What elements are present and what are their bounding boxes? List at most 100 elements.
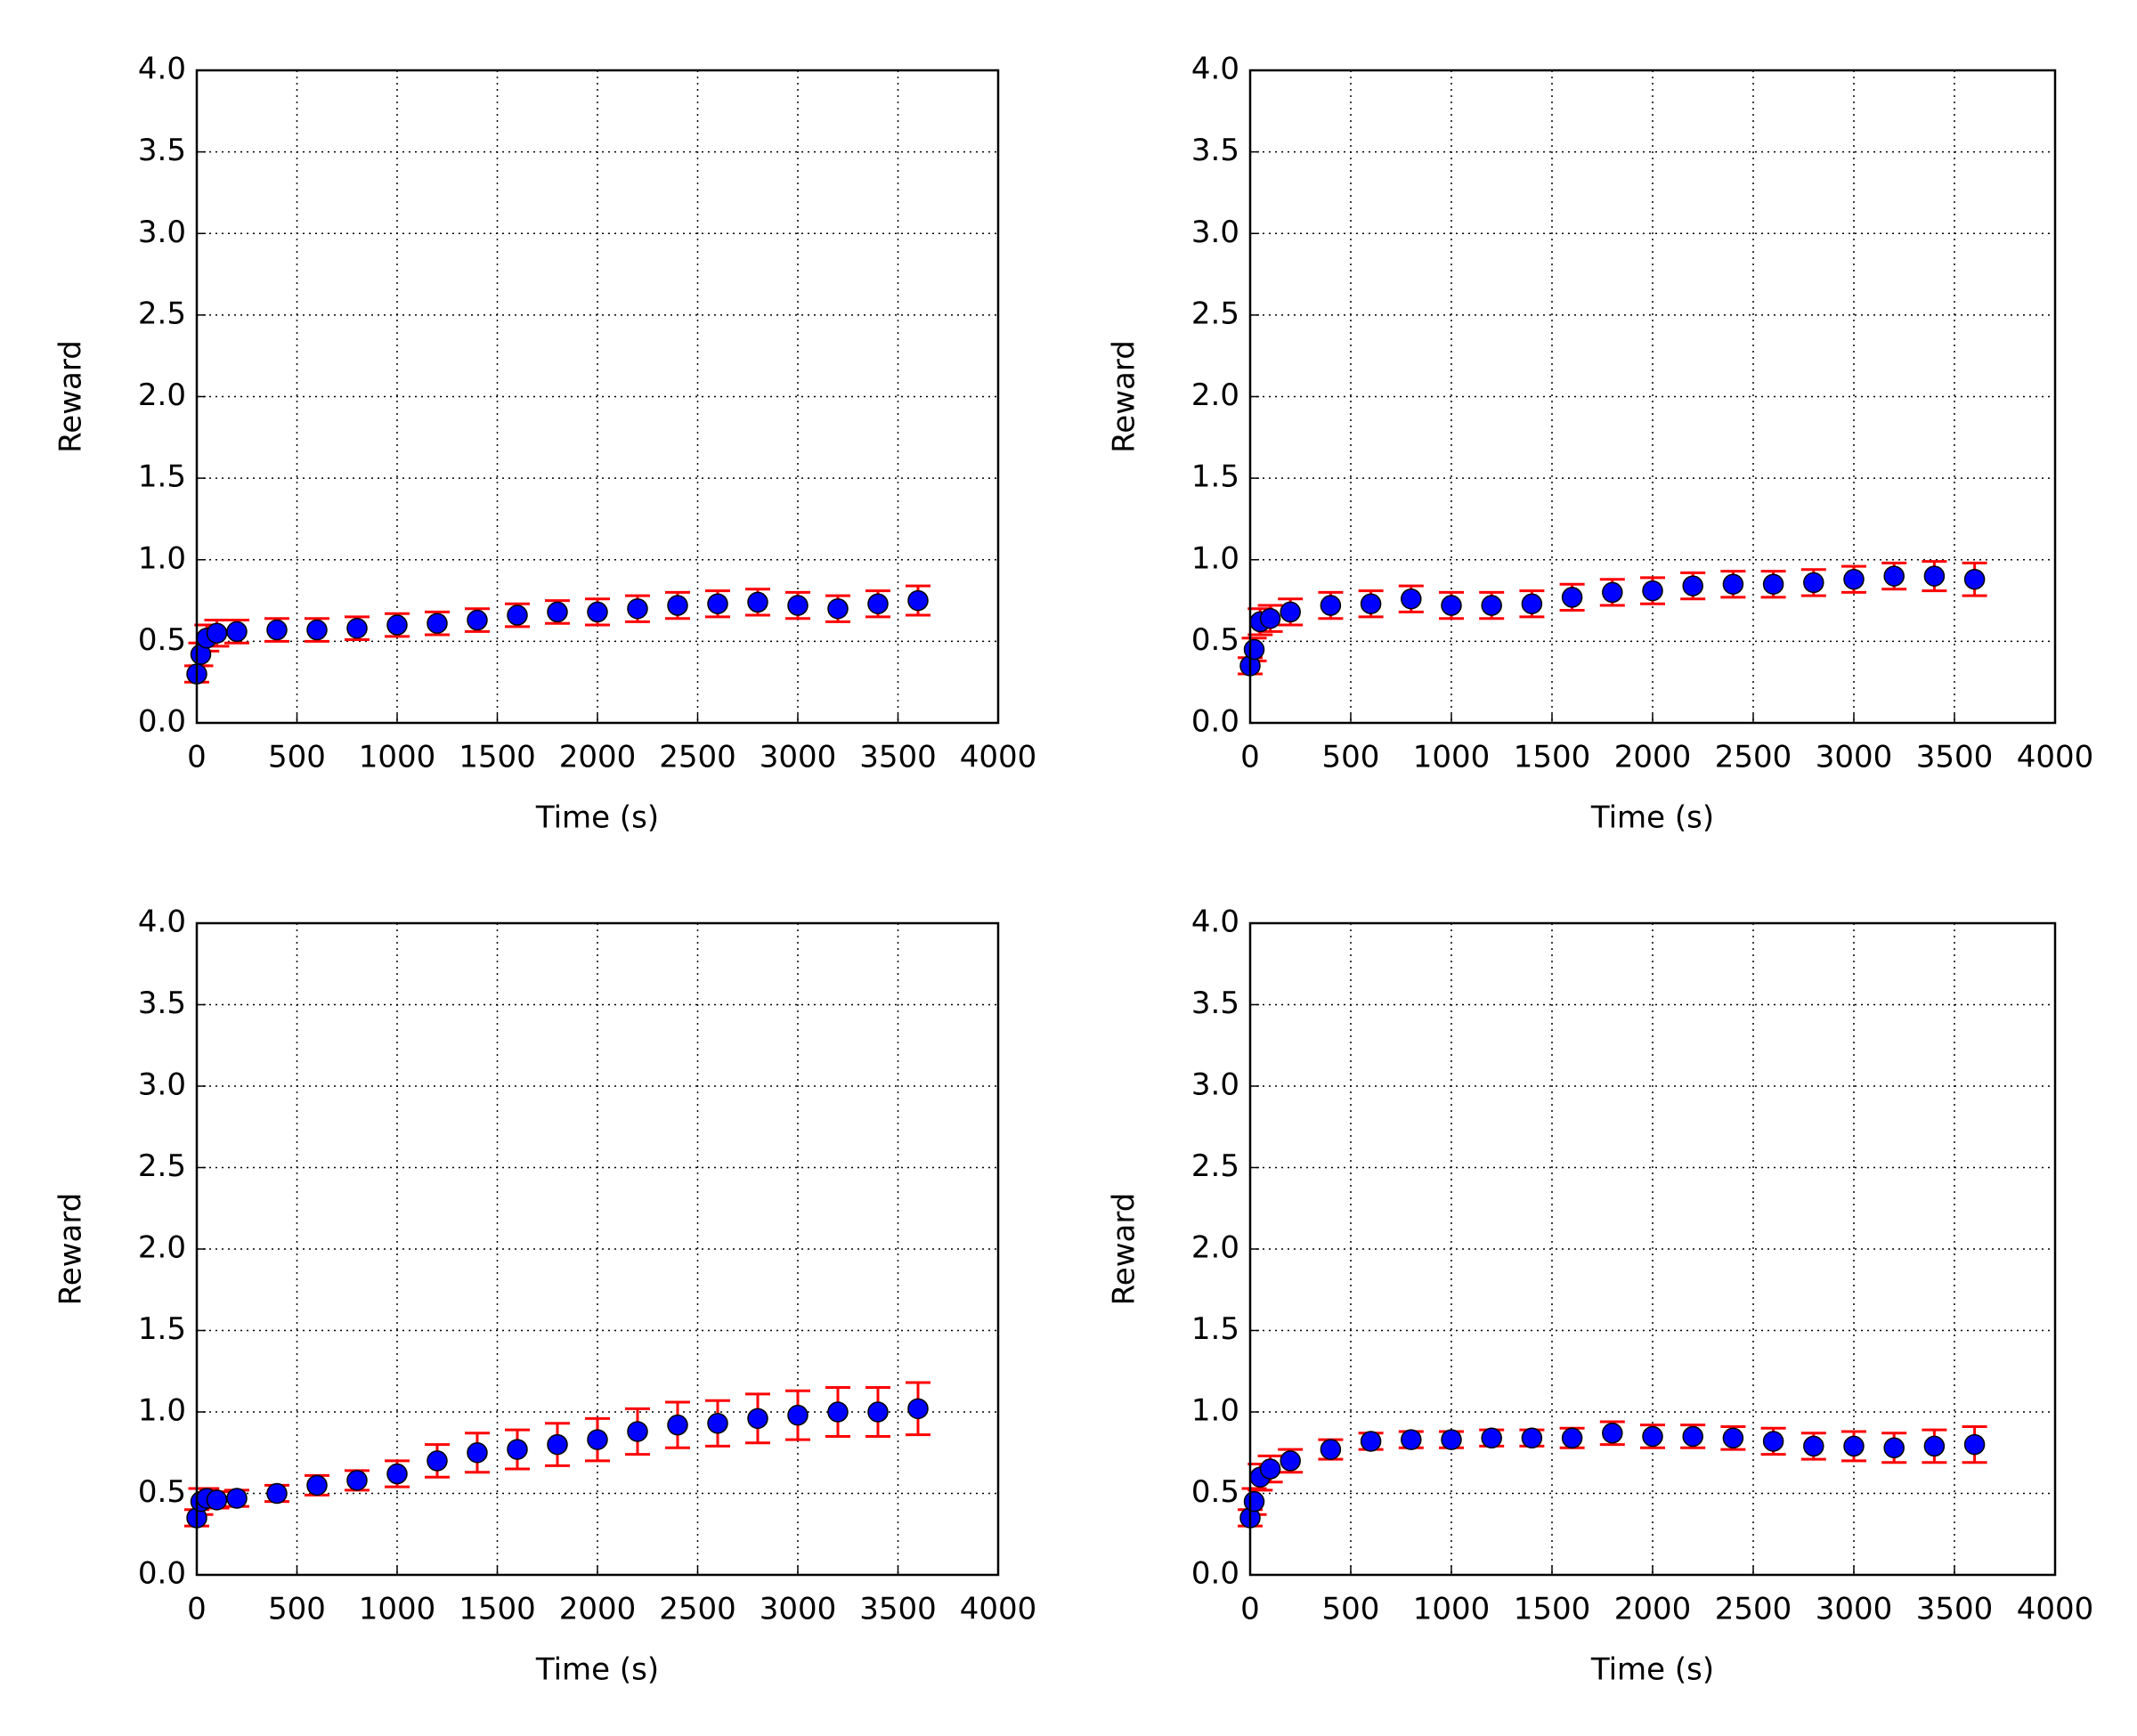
point (707, 1413, 728, 1434)
y-axis-label: Reward (53, 340, 89, 453)
point (226, 1488, 248, 1509)
x-tick-label: 500 (1322, 1592, 1380, 1627)
x-tick-label: 1500 (459, 1592, 536, 1627)
subplot: 0.0 0.5 1.0 1.5 2.0 2.5 3.0 3.5 4.0 0 500 1000 1500 2… (53, 905, 1037, 1688)
y-tick-label: 3.0 (138, 1067, 186, 1103)
point (787, 595, 808, 616)
y-tick-label: 0.0 (1191, 1556, 1239, 1592)
y-tick-label: 3.0 (138, 215, 186, 250)
point (1762, 573, 1784, 595)
x-tick-label: 2000 (1614, 740, 1692, 775)
y-tick-label: 2.5 (138, 296, 186, 331)
x-tick-label: 4000 (2017, 1592, 2094, 1627)
x-tick-label: 2000 (1614, 1592, 1692, 1627)
point (1320, 595, 1342, 616)
point (467, 609, 488, 631)
y-tick-label: 4.0 (138, 52, 186, 87)
y-tick-label: 0.5 (138, 622, 186, 658)
y-tick-label: 1.0 (138, 540, 186, 576)
point (1843, 1435, 1865, 1457)
y-tick-label: 0.0 (138, 704, 186, 740)
y-tick-label: 4.0 (1191, 905, 1239, 940)
x-tick-label: 0 (1240, 1592, 1260, 1627)
x-axis-label: Time (s) (1590, 800, 1714, 836)
point (1441, 595, 1462, 616)
point (1803, 572, 1824, 594)
y-tick-label: 1.0 (1191, 540, 1239, 576)
y-tick-label: 1.0 (138, 1393, 186, 1429)
point (467, 1442, 488, 1464)
point (1963, 568, 1986, 590)
point (1682, 1425, 1703, 1448)
point (1280, 1450, 1301, 1472)
point (627, 1421, 648, 1442)
x-tick-label: 2000 (559, 740, 637, 775)
point (306, 619, 328, 641)
y-tick-label: 3.5 (1191, 133, 1239, 168)
x-tick-label: 1500 (459, 740, 536, 775)
x-tick-label: 0 (187, 740, 207, 775)
x-tick-label: 3000 (760, 740, 837, 775)
y-tick-label: 0.5 (1191, 1474, 1239, 1510)
point (1481, 1427, 1502, 1449)
axes-frame (195, 921, 1000, 1577)
x-tick-label: 4000 (960, 740, 1037, 775)
point (1561, 587, 1583, 608)
y-tick-label: 2.5 (138, 1148, 186, 1184)
subplot: 0.0 0.5 1.0 1.5 2.0 2.5 3.0 3.5 4.0 0 500 1000 1500 2… (1107, 52, 2094, 836)
axes-frame (195, 69, 1000, 725)
point (206, 1489, 228, 1511)
x-tick-label: 2500 (1715, 1592, 1792, 1627)
point (587, 601, 608, 623)
point (1602, 581, 1623, 604)
y-tick-label: 4.0 (138, 905, 186, 940)
subplot: 0.0 0.5 1.0 1.5 2.0 2.5 3.0 3.5 4.0 0 500 1000 1500 2… (53, 52, 1037, 836)
point (507, 604, 528, 626)
point (386, 1463, 408, 1485)
y-tick-label: 3.0 (1191, 1067, 1239, 1103)
point (1360, 593, 1382, 614)
point (1762, 1431, 1784, 1452)
axes-frame (1248, 69, 2057, 725)
point (1401, 1429, 1422, 1450)
x-tick-label: 3500 (859, 740, 937, 775)
x-tick-label: 500 (268, 1592, 326, 1627)
x-tick-label: 3000 (760, 1592, 837, 1627)
y-tick-label: 2.0 (1191, 377, 1239, 413)
x-axis-label: Time (s) (1590, 1652, 1714, 1688)
y-tick-label: 0.5 (1191, 622, 1239, 658)
point (1243, 638, 1265, 661)
y-axis-label: Reward (53, 1193, 89, 1306)
x-tick-label: 2500 (659, 740, 736, 775)
x-tick-label: 4000 (2017, 740, 2094, 775)
point (346, 617, 368, 639)
point (547, 1433, 568, 1456)
point (427, 1450, 448, 1472)
point (1259, 607, 1281, 629)
x-tick-label: 3500 (1916, 740, 1994, 775)
point (206, 622, 228, 644)
y-axis-label: Reward (1107, 340, 1142, 453)
x-tick-label: 1000 (359, 740, 436, 775)
point (747, 591, 768, 613)
y-axis-label: Reward (1107, 1193, 1142, 1306)
x-tick-label: 3500 (1916, 1592, 1994, 1627)
x-tick-label: 2500 (1715, 740, 1792, 775)
point (1602, 1423, 1623, 1444)
point (1722, 573, 1744, 595)
point (787, 1404, 808, 1426)
y-tick-label: 2.0 (138, 1230, 186, 1266)
point (1642, 1425, 1663, 1448)
y-tick-label: 2.0 (1191, 1230, 1239, 1266)
point (747, 1407, 768, 1430)
point (306, 1474, 328, 1497)
y-tick-label: 1.5 (138, 459, 186, 495)
x-tick-label: 3500 (859, 1592, 937, 1627)
y-tick-label: 3.0 (1191, 215, 1239, 250)
x-tick-label: 4000 (960, 1592, 1037, 1627)
point (707, 593, 728, 614)
point (1642, 580, 1663, 602)
axes-frame (1248, 921, 2057, 1577)
point (1561, 1427, 1583, 1449)
point (867, 1401, 889, 1423)
